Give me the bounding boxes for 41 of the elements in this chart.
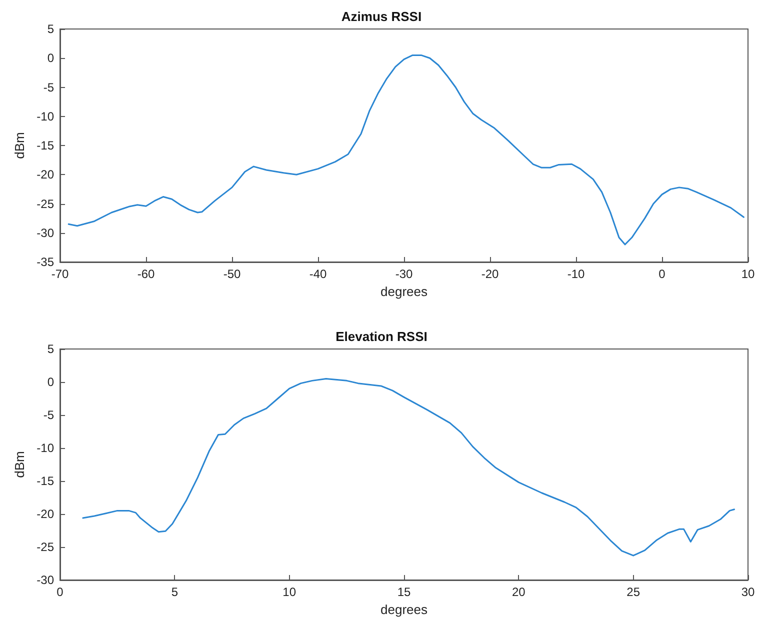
x-tick-label: 25 <box>626 585 640 599</box>
y-tick-label: -20 <box>36 168 54 182</box>
x-tick-label: 20 <box>512 585 526 599</box>
x-tick-label: 5 <box>171 585 178 599</box>
y-axis-title: dBm <box>12 451 27 478</box>
y-tick-label: -20 <box>36 507 54 521</box>
y-tick-label: -25 <box>36 540 54 554</box>
y-tick-label: -25 <box>36 196 54 211</box>
y-tick-label: -10 <box>36 109 54 124</box>
y-tick-label: -10 <box>36 441 54 455</box>
chart-title: Azimus RSSI <box>341 9 422 24</box>
x-tick-label: -10 <box>567 267 585 281</box>
x-tick-label: -60 <box>137 267 155 281</box>
y-tick-label: -35 <box>36 255 54 269</box>
y-axis-title: dBm <box>12 132 27 159</box>
x-tick-label: -20 <box>481 267 499 281</box>
x-axis-title: degrees <box>380 602 428 617</box>
x-tick-label: -30 <box>395 267 413 281</box>
x-tick-label: 15 <box>397 585 411 599</box>
y-tick-label: -5 <box>43 408 54 422</box>
y-tick-label: -30 <box>36 226 54 240</box>
y-tick-label: -15 <box>36 474 54 488</box>
y-tick-label: -5 <box>43 80 54 94</box>
y-tick-label: -15 <box>36 138 54 152</box>
chart-title: Elevation RSSI <box>336 329 428 344</box>
x-tick-label: 0 <box>658 267 666 281</box>
x-tick-label: 10 <box>282 585 296 599</box>
line-series <box>82 378 735 556</box>
x-axis-title: degrees <box>380 284 428 299</box>
y-tick-label: 5 <box>47 22 54 36</box>
y-tick-label: 0 <box>47 51 54 66</box>
x-tick-label: -70 <box>51 267 69 281</box>
line-series <box>68 54 744 246</box>
y-tick-label: 5 <box>47 342 54 356</box>
x-tick-label: 0 <box>56 585 64 599</box>
x-tick-label: -50 <box>223 267 241 281</box>
x-tick-label: -40 <box>309 267 327 281</box>
y-tick-label: 0 <box>47 375 54 389</box>
x-tick-label: 10 <box>741 267 755 281</box>
y-tick-label: -30 <box>36 573 54 587</box>
x-tick-label: 30 <box>741 585 755 599</box>
